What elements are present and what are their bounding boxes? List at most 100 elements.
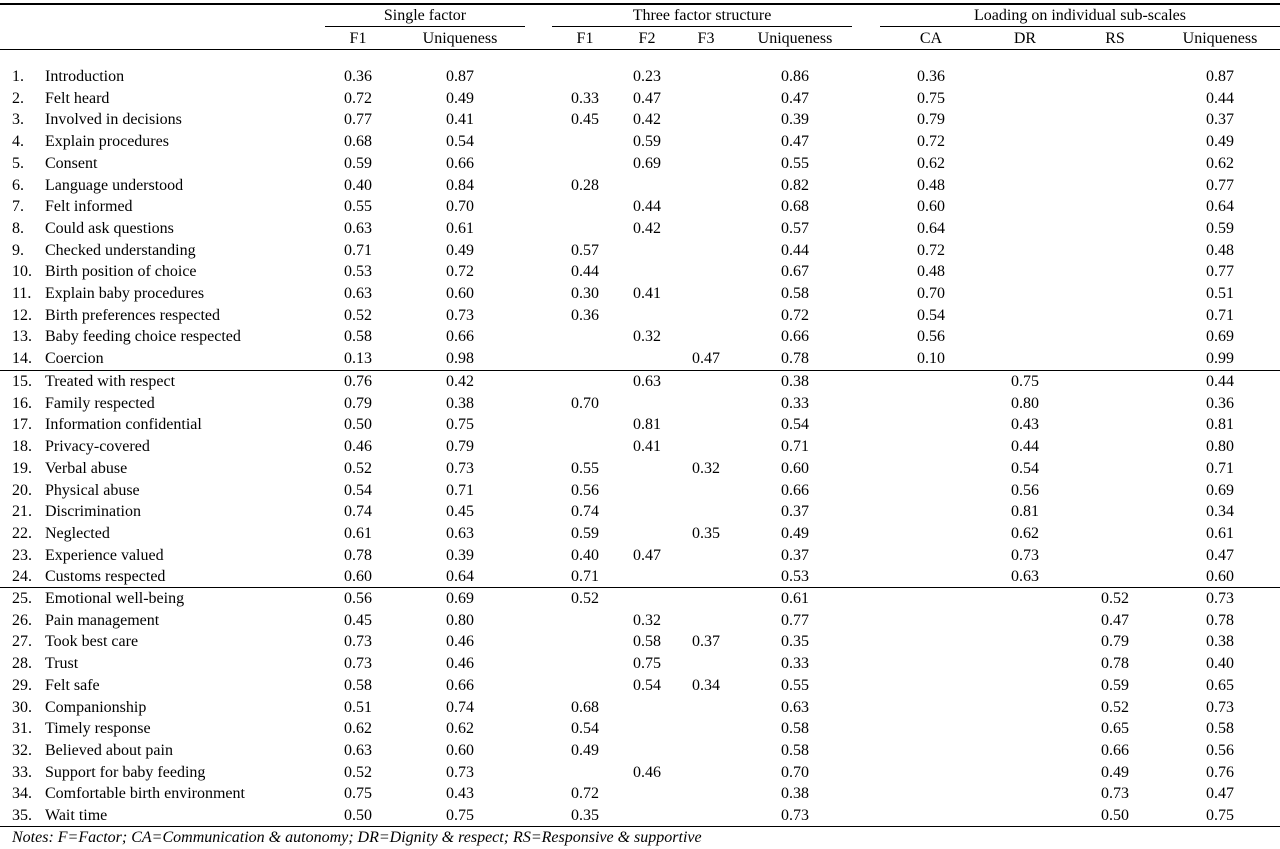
item-label: Took best care — [45, 633, 139, 651]
single-uniqueness-value: 0.70 — [446, 198, 474, 216]
three-f2-value: 0.23 — [633, 68, 661, 85]
single-f1-value: 0.68 — [344, 133, 372, 151]
rs-value: 0.50 — [1101, 807, 1129, 824]
single-f1-value: 0.71 — [344, 241, 372, 259]
single-f1-value: 0.55 — [344, 198, 372, 216]
rs-value: 0.78 — [1101, 655, 1129, 673]
three-uniqueness-value: 0.61 — [781, 590, 809, 607]
single-uniqueness-value: 0.61 — [446, 219, 474, 237]
sub-uniqueness-value: 0.40 — [1206, 655, 1234, 673]
item-number: 17. — [12, 416, 32, 434]
single-uniqueness-value: 0.66 — [446, 676, 474, 694]
three-f1-value: 0.30 — [571, 285, 599, 302]
col-header-tf-uniqueness: Uniqueness — [757, 30, 833, 47]
item-label: Wait time — [45, 807, 108, 824]
sub-uniqueness-value: 0.87 — [1206, 68, 1234, 85]
ca-value: 0.54 — [917, 306, 945, 324]
group-header-three-factor: Three factor structure — [632, 7, 772, 24]
single-f1-value: 0.46 — [344, 438, 372, 456]
sub-uniqueness-value: 0.44 — [1206, 89, 1234, 107]
sub-uniqueness-value: 0.60 — [1206, 568, 1234, 586]
three-uniqueness-value: 0.55 — [781, 154, 809, 172]
single-uniqueness-value: 0.87 — [446, 68, 474, 85]
item-number: 21. — [12, 503, 32, 521]
item-label: Experience valued — [45, 546, 164, 564]
item-number: 23. — [12, 546, 32, 564]
item-number: 15. — [12, 373, 32, 390]
three-uniqueness-value: 0.38 — [781, 373, 809, 390]
single-uniqueness-value: 0.75 — [446, 807, 474, 824]
dr-value: 0.63 — [1011, 568, 1039, 586]
three-uniqueness-value: 0.37 — [781, 546, 809, 564]
item-label: Could ask questions — [45, 219, 174, 237]
three-uniqueness-value: 0.39 — [781, 111, 809, 129]
single-f1-value: 0.79 — [344, 394, 372, 412]
three-uniqueness-value: 0.38 — [781, 785, 809, 803]
group-header-sub-scales: Loading on individual sub-scales — [974, 7, 1186, 24]
rs-value: 0.79 — [1101, 633, 1129, 651]
single-uniqueness-value: 0.73 — [446, 459, 474, 477]
item-number: 16. — [12, 394, 32, 412]
ca-value: 0.10 — [917, 350, 945, 368]
single-uniqueness-value: 0.46 — [446, 633, 474, 651]
single-uniqueness-value: 0.66 — [446, 154, 474, 172]
three-uniqueness-value: 0.82 — [781, 176, 809, 194]
group-rule-subscales — [880, 26, 1280, 27]
dr-value: 0.44 — [1011, 438, 1039, 456]
dr-value: 0.80 — [1011, 394, 1039, 412]
single-uniqueness-value: 0.80 — [446, 611, 474, 629]
sub-uniqueness-value: 0.56 — [1206, 741, 1234, 759]
item-number: 34. — [12, 785, 32, 803]
three-f1-value: 0.45 — [571, 111, 599, 129]
dr-value: 0.43 — [1011, 416, 1039, 434]
three-uniqueness-value: 0.35 — [781, 633, 809, 651]
single-uniqueness-value: 0.63 — [446, 524, 474, 542]
item-label: Discrimination — [45, 503, 141, 521]
three-f2-value: 0.81 — [633, 416, 661, 434]
sub-uniqueness-value: 0.73 — [1206, 698, 1234, 716]
single-uniqueness-value: 0.73 — [446, 763, 474, 781]
single-uniqueness-value: 0.73 — [446, 306, 474, 324]
item-label: Baby feeding choice respected — [45, 328, 241, 346]
single-f1-value: 0.73 — [344, 655, 372, 673]
three-f2-value: 0.44 — [633, 198, 661, 216]
single-uniqueness-value: 0.71 — [446, 481, 474, 499]
three-f2-value: 0.32 — [633, 611, 661, 629]
item-number: 30. — [12, 698, 32, 716]
three-f3-value: 0.35 — [692, 524, 720, 542]
ca-value: 0.60 — [917, 198, 945, 216]
three-uniqueness-value: 0.33 — [781, 394, 809, 412]
three-uniqueness-value: 0.70 — [781, 763, 809, 781]
item-label: Comfortable birth environment — [45, 785, 245, 803]
ca-value: 0.48 — [917, 176, 945, 194]
single-uniqueness-value: 0.75 — [446, 416, 474, 434]
table-notes: Notes: F=Factor; CA=Communication & auto… — [12, 829, 702, 846]
three-f1-value: 0.70 — [571, 394, 599, 412]
item-number: 29. — [12, 676, 32, 694]
single-f1-value: 0.52 — [344, 459, 372, 477]
ca-value: 0.72 — [917, 241, 945, 259]
three-f1-value: 0.71 — [571, 568, 599, 586]
sub-uniqueness-value: 0.38 — [1206, 633, 1234, 651]
three-f3-value: 0.32 — [692, 459, 720, 477]
three-uniqueness-value: 0.58 — [781, 741, 809, 759]
sub-uniqueness-value: 0.71 — [1206, 459, 1234, 477]
sub-uniqueness-value: 0.69 — [1206, 328, 1234, 346]
item-number: 24. — [12, 568, 32, 586]
three-uniqueness-value: 0.47 — [781, 89, 809, 107]
item-number: 9. — [12, 241, 24, 259]
three-f2-value: 0.59 — [633, 133, 661, 151]
single-uniqueness-value: 0.98 — [446, 350, 474, 368]
three-f2-value: 0.47 — [633, 546, 661, 564]
single-f1-value: 0.50 — [344, 416, 372, 434]
three-f2-value: 0.54 — [633, 676, 661, 694]
ca-value: 0.70 — [917, 285, 945, 302]
group-rule-three — [552, 26, 852, 27]
sub-uniqueness-value: 0.37 — [1206, 111, 1234, 129]
three-uniqueness-value: 0.60 — [781, 459, 809, 477]
single-uniqueness-value: 0.38 — [446, 394, 474, 412]
three-f2-value: 0.42 — [633, 219, 661, 237]
single-uniqueness-value: 0.54 — [446, 133, 474, 151]
three-uniqueness-value: 0.49 — [781, 524, 809, 542]
item-label: Companionship — [45, 698, 147, 716]
